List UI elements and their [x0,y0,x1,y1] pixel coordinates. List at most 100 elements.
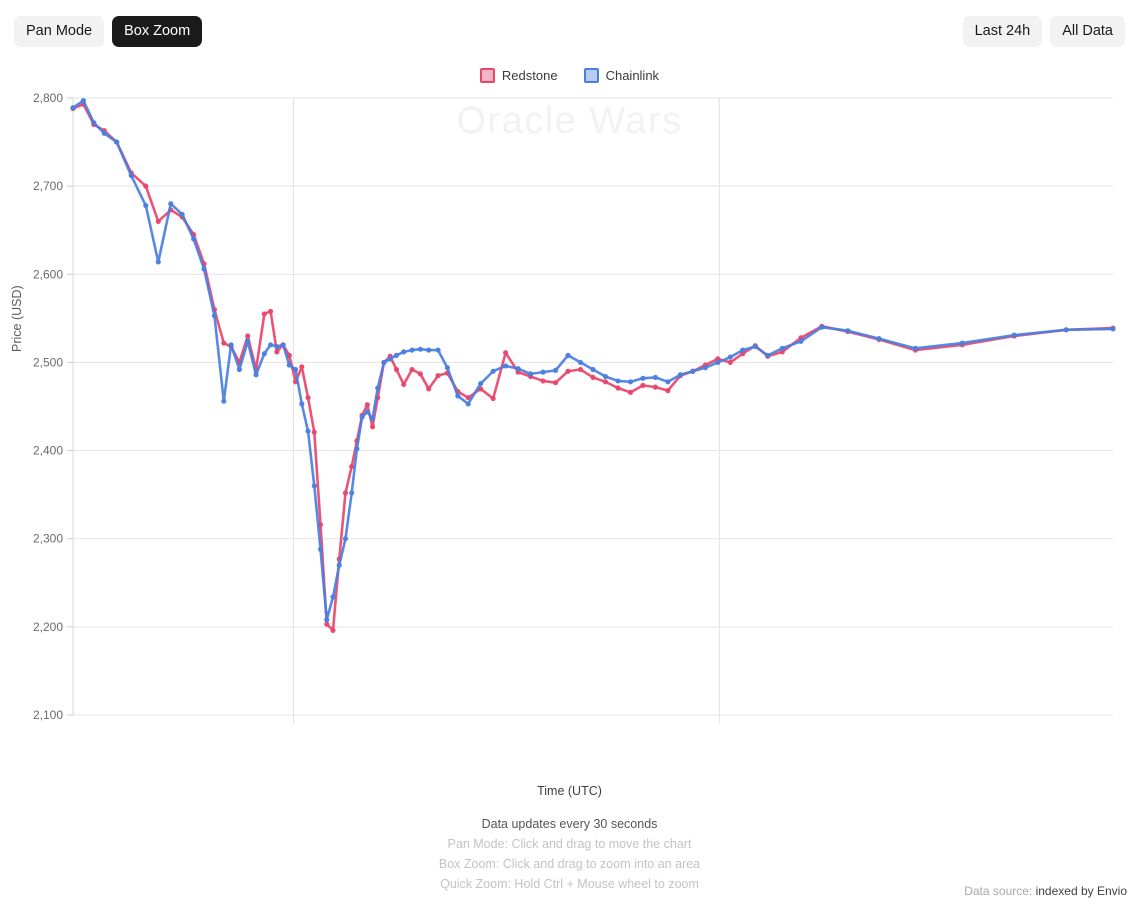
data-point-redstone[interactable] [640,382,646,388]
data-point-redstone[interactable] [311,429,317,435]
data-point-redstone[interactable] [305,395,311,401]
data-point-redstone[interactable] [369,424,376,430]
data-point-redstone[interactable] [627,389,634,395]
data-point-redstone[interactable] [330,627,336,633]
data-point-chainlink[interactable] [375,385,381,391]
data-point-chainlink[interactable] [409,347,415,353]
data-point-chainlink[interactable] [444,365,450,371]
data-point-redstone[interactable] [401,381,407,388]
data-point-chainlink[interactable] [253,372,259,378]
data-point-redstone[interactable] [727,359,733,366]
data-point-chainlink[interactable] [765,352,771,358]
data-point-chainlink[interactable] [727,354,733,360]
data-point-chainlink[interactable] [114,139,120,145]
data-point-chainlink[interactable] [292,366,299,373]
data-point-chainlink[interactable] [70,105,76,111]
data-point-chainlink[interactable] [715,359,721,366]
data-point-chainlink[interactable] [381,359,387,366]
data-point-chainlink[interactable] [330,594,336,600]
data-point-chainlink[interactable] [236,366,242,373]
data-point-chainlink[interactable] [245,338,251,344]
data-point-chainlink[interactable] [435,347,441,353]
data-point-chainlink[interactable] [959,340,965,346]
data-point-chainlink[interactable] [515,366,521,372]
data-point-chainlink[interactable] [417,346,423,352]
data-point-chainlink[interactable] [819,324,825,330]
data-point-redstone[interactable] [565,368,571,374]
data-point-chainlink[interactable] [1011,332,1017,338]
data-point-redstone[interactable] [342,490,349,496]
data-point-redstone[interactable] [364,402,370,408]
data-point-redstone[interactable] [503,350,509,356]
data-point-chainlink[interactable] [155,259,161,265]
data-point-chainlink[interactable] [179,211,185,217]
data-point-chainlink[interactable] [80,98,86,104]
data-point-chainlink[interactable] [336,562,342,568]
data-point-redstone[interactable] [393,366,400,373]
data-point-redstone[interactable] [577,366,584,373]
data-point-chainlink[interactable] [552,367,559,373]
data-point-redstone[interactable] [409,366,415,373]
data-point-chainlink[interactable] [912,345,919,351]
data-point-chainlink[interactable] [280,342,286,348]
all-data-button[interactable]: All Data [1050,16,1125,47]
data-point-chainlink[interactable] [393,352,400,358]
data-point-chainlink[interactable] [615,378,621,384]
data-point-redstone[interactable] [540,378,546,384]
data-point-chainlink[interactable] [228,342,234,348]
data-point-chainlink[interactable] [528,371,534,377]
data-point-chainlink[interactable] [540,369,546,375]
data-point-redstone[interactable] [349,463,355,470]
data-point-redstone[interactable] [552,380,559,386]
data-point-chainlink[interactable] [627,379,634,385]
box-zoom-button[interactable]: Box Zoom [112,16,203,47]
data-point-chainlink[interactable] [91,120,97,126]
data-point-redstone[interactable] [221,340,227,346]
pan-mode-button[interactable]: Pan Mode [14,16,105,47]
data-point-chainlink[interactable] [261,351,267,357]
data-point-chainlink[interactable] [702,365,708,371]
chart-plot-area[interactable]: 2,100 2,200 2,300 2,400 2,500 2,600 2,700 2,800… [0,88,1139,728]
data-point-redstone[interactable] [490,395,496,402]
data-point-chainlink[interactable] [369,416,376,422]
data-point-chainlink[interactable] [349,490,355,496]
data-point-redstone[interactable] [417,371,423,377]
data-point-chainlink[interactable] [324,617,330,623]
data-point-chainlink[interactable] [1063,327,1069,333]
data-point-redstone[interactable] [652,384,659,390]
data-point-chainlink[interactable] [565,352,571,358]
data-point-chainlink[interactable] [490,368,496,374]
data-point-chainlink[interactable] [387,356,393,362]
data-point-chainlink[interactable] [590,366,596,373]
data-point-chainlink[interactable] [359,414,365,420]
data-point-chainlink[interactable] [268,342,274,348]
data-point-redstone[interactable] [426,386,432,392]
data-point-chainlink[interactable] [478,380,484,387]
data-point-chainlink[interactable] [168,201,174,207]
data-point-chainlink[interactable] [299,401,305,407]
data-point-chainlink[interactable] [191,236,197,242]
data-point-chainlink[interactable] [503,363,509,369]
data-point-redstone[interactable] [274,349,280,355]
data-point-redstone[interactable] [602,379,609,385]
data-point-redstone[interactable] [435,373,441,379]
data-point-chainlink[interactable] [143,202,149,209]
data-point-chainlink[interactable] [455,393,461,399]
data-point-chainlink[interactable] [677,372,683,378]
data-point-chainlink[interactable] [779,345,785,351]
legend-item-redstone[interactable]: Redstone [479,68,558,83]
data-point-chainlink[interactable] [577,359,584,366]
data-point-redstone[interactable] [465,395,471,401]
data-point-redstone[interactable] [324,621,330,627]
data-point-chainlink[interactable] [305,428,311,434]
data-point-redstone[interactable] [615,385,621,391]
data-point-chainlink[interactable] [274,343,280,350]
series-line-chainlink[interactable] [71,99,1115,622]
data-point-chainlink[interactable] [740,347,746,353]
data-point-chainlink[interactable] [354,446,360,452]
data-point-redstone[interactable] [261,311,267,317]
data-point-chainlink[interactable] [465,401,471,407]
data-point-redstone[interactable] [590,374,596,381]
data-point-chainlink[interactable] [201,266,207,272]
data-point-chainlink[interactable] [1110,326,1116,332]
